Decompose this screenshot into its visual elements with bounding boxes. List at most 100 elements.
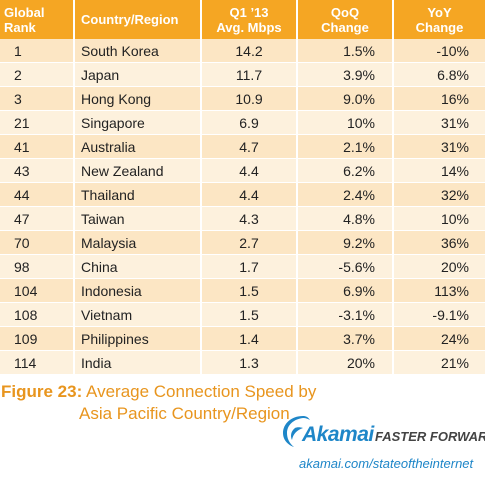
cell-qoq: 2.4% — [297, 182, 394, 207]
cell-qoq: 3.7% — [297, 326, 394, 351]
cell-country: Malaysia — [74, 230, 202, 255]
cell-speed: 2.7 — [201, 230, 298, 255]
cell-speed: 10.9 — [201, 86, 298, 111]
cell-country: Vietnam — [74, 302, 202, 327]
table-row: 98 China 1.7 -5.6% 20% — [0, 254, 485, 279]
cell-qoq: 2.1% — [297, 134, 394, 159]
cell-yoy: 31% — [393, 110, 485, 135]
cell-yoy: 6.8% — [393, 62, 485, 87]
header-yoy-line2: Change — [415, 19, 464, 35]
cell-qoq: 20% — [297, 350, 394, 375]
table-row: 3 Hong Kong 10.9 9.0% 16% — [0, 86, 485, 111]
cell-speed: 4.4 — [201, 158, 298, 183]
cell-yoy: 24% — [393, 326, 485, 351]
cell-yoy: 113% — [393, 278, 485, 303]
cell-rank: 98 — [0, 254, 75, 279]
header-country: Country/Region — [74, 0, 202, 39]
figure-label: Figure 23: — [1, 382, 83, 401]
cell-country: China — [74, 254, 202, 279]
cell-speed: 1.5 — [201, 302, 298, 327]
cell-country: New Zealand — [74, 158, 202, 183]
header-rank-line2: Rank — [4, 19, 36, 35]
header-rank: Global Rank — [0, 0, 75, 39]
cell-qoq: 10% — [297, 110, 394, 135]
cell-qoq: 4.8% — [297, 206, 394, 231]
cell-yoy: 20% — [393, 254, 485, 279]
akamai-wordmark: Akamai — [302, 423, 374, 446]
table-row: 70 Malaysia 2.7 9.2% 36% — [0, 230, 485, 255]
table-row: 43 New Zealand 4.4 6.2% 14% — [0, 158, 485, 183]
cell-rank: 108 — [0, 302, 75, 327]
figure-caption: Figure 23: Average Connection Speed by A… — [1, 381, 317, 423]
header-speed: Q1 ’13 Avg. Mbps — [201, 0, 298, 39]
cell-rank: 21 — [0, 110, 75, 135]
table-row: 21 Singapore 6.9 10% 31% — [0, 110, 485, 135]
cell-rank: 3 — [0, 86, 75, 111]
cell-rank: 44 — [0, 182, 75, 207]
cell-rank: 104 — [0, 278, 75, 303]
cell-rank: 47 — [0, 206, 75, 231]
cell-qoq: -5.6% — [297, 254, 394, 279]
cell-speed: 1.5 — [201, 278, 298, 303]
header-yoy: YoY Change — [393, 0, 485, 39]
cell-rank: 70 — [0, 230, 75, 255]
cell-speed: 11.7 — [201, 62, 298, 87]
table-row: 114 India 1.3 20% 21% — [0, 350, 485, 375]
table-row: 47 Taiwan 4.3 4.8% 10% — [0, 206, 485, 231]
akamai-swoosh-icon — [283, 416, 310, 447]
header-country-line1: Country/Region — [81, 12, 179, 27]
cell-rank: 114 — [0, 350, 75, 375]
cell-country: Taiwan — [74, 206, 202, 231]
cell-speed: 1.4 — [201, 326, 298, 351]
table-row: 104 Indonesia 1.5 6.9% 113% — [0, 278, 485, 303]
cell-yoy: -10% — [393, 39, 485, 63]
cell-qoq: 1.5% — [297, 39, 394, 63]
header-qoq-line2: Change — [321, 19, 369, 35]
cell-qoq: 6.2% — [297, 158, 394, 183]
cell-rank: 43 — [0, 158, 75, 183]
cell-yoy: 31% — [393, 134, 485, 159]
cell-speed: 4.4 — [201, 182, 298, 207]
table-row: 44 Thailand 4.4 2.4% 32% — [0, 182, 485, 207]
figure-title-line2: Asia Pacific Country/Region — [79, 404, 290, 423]
header-speed-line2: Avg. Mbps — [216, 19, 282, 35]
figure-title-line1: Average Connection Speed by — [86, 382, 317, 401]
cell-country: Singapore — [74, 110, 202, 135]
cell-qoq: 3.9% — [297, 62, 394, 87]
cell-qoq: -3.1% — [297, 302, 394, 327]
table-row: 2 Japan 11.7 3.9% 6.8% — [0, 62, 485, 87]
header-rank-line1: Global — [4, 4, 45, 20]
cell-country: South Korea — [74, 39, 202, 63]
table-header-row: Global Rank Country/Region Q1 ’13 Avg. M… — [0, 0, 485, 39]
cell-speed: 6.9 — [201, 110, 298, 135]
speed-table: Global Rank Country/Region Q1 ’13 Avg. M… — [0, 0, 485, 375]
cell-speed: 1.3 — [201, 350, 298, 375]
speed-table-container: Global Rank Country/Region Q1 ’13 Avg. M… — [0, 0, 485, 375]
cell-country: Hong Kong — [74, 86, 202, 111]
tagline: FASTER FORWARD — [375, 429, 485, 444]
cell-rank: 2 — [0, 62, 75, 87]
cell-yoy: 14% — [393, 158, 485, 183]
cell-yoy: 32% — [393, 182, 485, 207]
cell-country: India — [74, 350, 202, 375]
table-row: 1 South Korea 14.2 1.5% -10% — [0, 39, 485, 63]
table-row: 109 Philippines 1.4 3.7% 24% — [0, 326, 485, 351]
cell-qoq: 9.0% — [297, 86, 394, 111]
cell-rank: 1 — [0, 39, 75, 63]
table-body: 1 South Korea 14.2 1.5% -10% 2 Japan 11.… — [0, 39, 485, 375]
akamai-logo: Akamai FASTER FORWARD — [281, 414, 485, 450]
header-yoy-line1: YoY — [427, 4, 452, 20]
cell-qoq: 9.2% — [297, 230, 394, 255]
cell-speed: 1.7 — [201, 254, 298, 279]
table-row: 108 Vietnam 1.5 -3.1% -9.1% — [0, 302, 485, 327]
header-qoq: QoQ Change — [297, 0, 394, 39]
table-row: 41 Australia 4.7 2.1% 31% — [0, 134, 485, 159]
header-qoq-line1: QoQ — [330, 4, 360, 20]
cell-country: Australia — [74, 134, 202, 159]
cell-yoy: 16% — [393, 86, 485, 111]
cell-speed: 4.7 — [201, 134, 298, 159]
cell-yoy: 36% — [393, 230, 485, 255]
cell-yoy: -9.1% — [393, 302, 485, 327]
cell-qoq: 6.9% — [297, 278, 394, 303]
cell-country: Indonesia — [74, 278, 202, 303]
